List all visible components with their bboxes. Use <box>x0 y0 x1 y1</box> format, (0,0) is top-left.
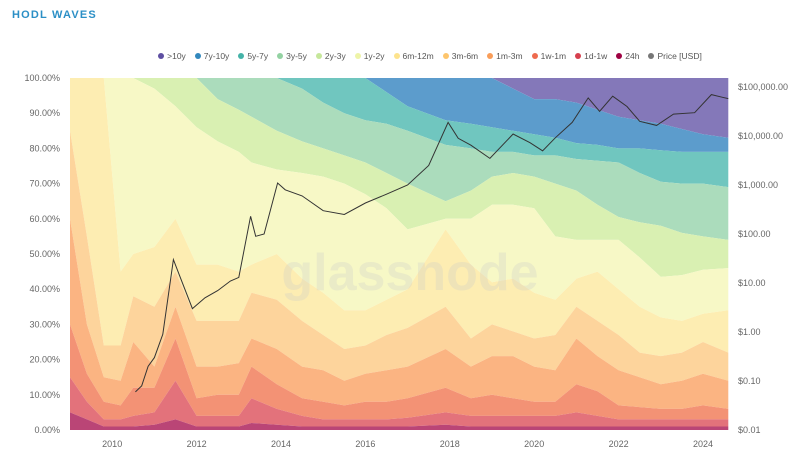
chart-title: HODL WAVES <box>12 9 97 21</box>
band-3y-5y <box>70 78 729 240</box>
legend-label: 24h <box>625 51 640 61</box>
x-tick-label: 2022 <box>609 439 629 449</box>
y-tick-label: 90.00% <box>29 108 60 118</box>
x-tick-label: 2018 <box>440 439 460 449</box>
legend-dot-icon <box>442 53 449 59</box>
legend-item-1d-1w[interactable]: 1d-1w <box>575 51 607 61</box>
legend-item--10y[interactable]: >10y <box>158 51 186 61</box>
legend-dot-icon <box>194 53 201 59</box>
legend-dot-icon <box>575 53 582 59</box>
band-2y-3y <box>70 78 729 277</box>
x-tick-label: 2016 <box>355 439 375 449</box>
legend-dot-icon <box>648 53 655 59</box>
legend-label: 3y-5y <box>286 51 307 61</box>
legend-label: 2y-3y <box>324 51 346 61</box>
y2-tick-label: $0.01 <box>738 425 761 435</box>
legend-label: 1m-3m <box>496 51 523 61</box>
legend-label: 3m-6m <box>451 51 479 61</box>
legend-dot-icon <box>158 53 165 59</box>
y-tick-label: 20.00% <box>29 355 60 365</box>
band-6m-12m <box>70 78 729 357</box>
x-axis: 2010 2012 2014 2016 2018 2020 2022 2024 <box>102 439 713 449</box>
bands-layer <box>70 78 729 430</box>
legend-dot-icon <box>315 53 322 59</box>
legend-dot-icon <box>487 53 494 59</box>
price-layer <box>135 94 729 393</box>
glassnode-watermark: glassnode <box>281 244 538 302</box>
band--10y <box>70 78 729 138</box>
y-tick-label: 30.00% <box>29 319 60 329</box>
x-tick-label: 2012 <box>187 439 207 449</box>
legend-item-5y-7y[interactable]: 5y-7y <box>238 51 268 61</box>
legend-dot-icon <box>531 53 538 59</box>
left-axis: 0.00% 10.00% 20.00% 30.00% 40.00% 50.00% 60.00… <box>24 73 60 435</box>
y-tick-label: 60.00% <box>29 214 60 224</box>
y2-tick-label: $1.00 <box>738 327 761 337</box>
x-tick-label: 2010 <box>102 439 122 449</box>
y-tick-label: 10.00% <box>29 390 60 400</box>
legend-dot-icon <box>354 53 361 59</box>
legend-item-1m-3m[interactable]: 1m-3m <box>487 51 523 61</box>
price-line <box>135 94 729 393</box>
x-tick-label: 2020 <box>524 439 544 449</box>
y2-tick-label: $0.10 <box>738 376 761 386</box>
legend-label: 1y-2y <box>363 51 385 61</box>
y2-tick-label: $100.00 <box>738 229 771 239</box>
y-tick-label: 40.00% <box>29 284 60 294</box>
legend-label: >10y <box>167 51 186 61</box>
legend-label: Price [USD] <box>657 51 702 61</box>
legend-item-1w-1m[interactable]: 1w-1m <box>531 51 567 61</box>
legend-item-7y-10y[interactable]: 7y-10y <box>194 51 230 61</box>
x-tick-label: 2024 <box>693 439 713 449</box>
legend-item-3y-5y[interactable]: 3y-5y <box>277 51 307 61</box>
y-tick-label: 0.00% <box>34 425 60 435</box>
band-1d-1w <box>70 377 729 427</box>
legend-item-price-usd-[interactable]: Price [USD] <box>648 51 702 61</box>
y2-tick-label: $10,000.00 <box>738 131 783 141</box>
legend-label: 5y-7y <box>247 51 269 61</box>
x-tick-label: 2014 <box>271 439 291 449</box>
y-tick-label: 50.00% <box>29 249 60 259</box>
legend-label: 1d-1w <box>584 51 608 61</box>
band-5y-7y <box>70 78 729 188</box>
y2-tick-label: $1,000.00 <box>738 180 778 190</box>
band-24h <box>70 412 729 430</box>
legend-dot-icon <box>277 53 284 59</box>
band-1w-1m <box>70 324 729 420</box>
band-1m-3m <box>70 218 729 409</box>
legend-item-2y-3y[interactable]: 2y-3y <box>315 51 346 61</box>
legend-item-24h[interactable]: 24h <box>616 51 639 61</box>
legend: >10y 7y-10y 5y-7y 3y-5y 2y-3y 1y-2y 6m-12m 3m-6… <box>0 51 800 61</box>
legend-item-1y-2y[interactable]: 1y-2y <box>354 51 385 61</box>
legend-label: 6m-12m <box>402 51 434 61</box>
legend-item-6m-12m[interactable]: 6m-12m <box>393 51 434 61</box>
y2-tick-label: $10.00 <box>738 278 766 288</box>
legend-label: 1w-1m <box>540 51 567 61</box>
legend-dot-icon <box>616 53 623 59</box>
y-tick-label: 70.00% <box>29 179 60 189</box>
legend-label: 7y-10y <box>203 51 230 61</box>
y-tick-label: 100.00% <box>24 73 60 83</box>
y2-tick-label: $100,000.00 <box>738 82 788 92</box>
band-3m-6m <box>70 130 729 385</box>
legend-dot-icon <box>393 53 400 59</box>
legend-dot-icon <box>238 53 245 59</box>
y-tick-label: 80.00% <box>29 143 60 153</box>
legend-item-3m-6m[interactable]: 3m-6m <box>442 51 479 61</box>
right-axis: $0.01 $0.10 $1.00 $10.00 $100.00 $1,000.00 $10… <box>738 82 788 435</box>
band-1y-2y <box>70 78 729 321</box>
band-7y-10y <box>70 78 729 152</box>
